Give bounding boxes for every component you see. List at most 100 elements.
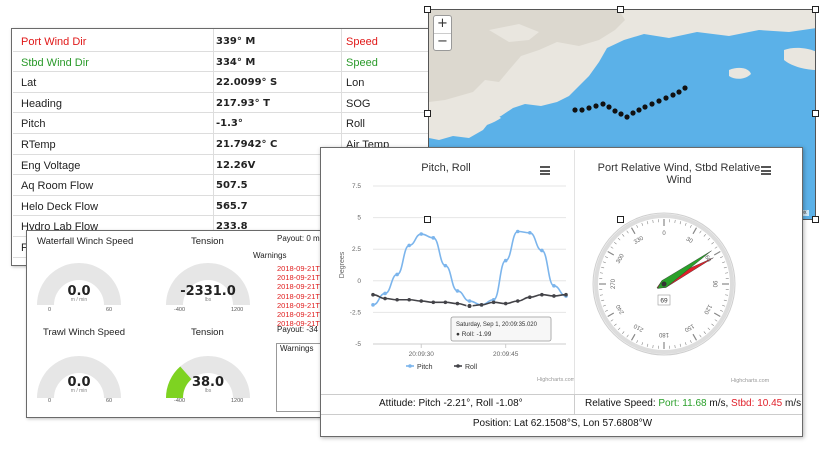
data-point-pitch[interactable] bbox=[528, 230, 532, 235]
series-line-pitch bbox=[372, 230, 567, 306]
wind-direction-dial[interactable]: 0 30 60 90 120 150 180 210 240 270 300 330 69 bbox=[591, 200, 741, 370]
dial-tick bbox=[703, 331, 707, 334]
row-divider bbox=[574, 394, 575, 414]
data-point-pitch[interactable] bbox=[503, 258, 508, 263]
dial-tick bbox=[626, 334, 629, 338]
trawl-speed-gauge bbox=[37, 356, 121, 398]
legend-item[interactable]: Pitch bbox=[417, 364, 433, 371]
table-row: Lat 22.0099° S Lon bbox=[13, 72, 430, 93]
data-point-pitch[interactable] bbox=[491, 297, 496, 302]
dial-tick bbox=[617, 327, 621, 331]
data-point-roll[interactable] bbox=[383, 296, 387, 301]
column-divider bbox=[213, 29, 214, 265]
x-tick-label: 20:09:45 bbox=[493, 351, 519, 358]
data-point-roll[interactable] bbox=[371, 292, 375, 297]
gauge-max: 60 bbox=[106, 398, 113, 404]
y-tick-label: 2.5 bbox=[352, 246, 361, 253]
dial-label: 240 bbox=[615, 303, 626, 315]
dial-tick bbox=[630, 333, 636, 341]
gauge-value: 0.0 bbox=[67, 375, 91, 390]
warning-entry: 2018-09-21T1 bbox=[277, 282, 325, 292]
resize-handle[interactable] bbox=[812, 110, 819, 117]
chart-menu-icon[interactable] bbox=[761, 166, 771, 175]
dial-tick bbox=[713, 250, 721, 256]
chart-divider bbox=[574, 150, 575, 394]
data-point-pitch[interactable] bbox=[540, 248, 544, 253]
gauge-title: Trawl Winch Speed bbox=[43, 327, 126, 338]
data-point-roll[interactable] bbox=[503, 301, 508, 306]
data-point-roll[interactable] bbox=[479, 303, 484, 307]
chart-title: Pitch, Roll bbox=[421, 162, 471, 174]
data-point-roll[interactable] bbox=[395, 297, 399, 302]
dial-tick bbox=[722, 304, 726, 307]
data-point-pitch[interactable] bbox=[552, 284, 556, 288]
y-tick-label: 5 bbox=[357, 215, 361, 222]
data-point-roll[interactable] bbox=[528, 295, 532, 300]
resize-handle[interactable] bbox=[812, 6, 819, 13]
row-right-label: Roll bbox=[346, 118, 365, 131]
warning-entry: 2018-09-21T1 bbox=[277, 273, 325, 283]
data-point-pitch[interactable] bbox=[515, 229, 520, 234]
data-point-roll[interactable] bbox=[419, 299, 424, 303]
data-point-roll[interactable] bbox=[431, 300, 436, 305]
chart-credits[interactable]: Highcharts.com bbox=[537, 377, 575, 383]
dial-tick bbox=[674, 345, 676, 349]
resize-handle[interactable] bbox=[424, 216, 431, 223]
dial-tick bbox=[699, 230, 702, 234]
row-right-label: Lon bbox=[346, 77, 365, 90]
data-point-pitch[interactable] bbox=[467, 299, 472, 303]
dial-label: 210 bbox=[633, 322, 645, 333]
dial-tick bbox=[689, 340, 692, 344]
data-point-roll[interactable] bbox=[443, 300, 448, 305]
dial-tick bbox=[599, 294, 603, 296]
dial-tick bbox=[725, 272, 729, 274]
resize-handle[interactable] bbox=[617, 216, 624, 223]
chart-credits[interactable]: Highcharts.com bbox=[731, 378, 770, 384]
chart-menu-icon[interactable] bbox=[540, 166, 550, 175]
dial-label: 120 bbox=[702, 303, 713, 315]
payout-label: Payout: -34 bbox=[277, 325, 318, 334]
gauge-min: -400 bbox=[174, 307, 186, 313]
data-point-pitch[interactable] bbox=[407, 243, 411, 248]
dial-tick bbox=[621, 234, 625, 237]
resize-handle[interactable] bbox=[812, 216, 819, 223]
hover-point[interactable] bbox=[466, 302, 473, 310]
data-point-roll[interactable] bbox=[564, 292, 568, 297]
row-label: Helo Deck Flow bbox=[21, 200, 99, 213]
dial-tick bbox=[646, 343, 649, 347]
zoom-in-button[interactable]: + bbox=[437, 16, 448, 31]
data-point-roll[interactable] bbox=[491, 300, 496, 305]
payout-label: Payout: 0 m bbox=[277, 234, 320, 243]
resize-handle[interactable] bbox=[617, 6, 624, 13]
data-point-pitch[interactable] bbox=[383, 291, 387, 296]
row-value: 21.7942° C bbox=[216, 139, 278, 150]
dial-tick bbox=[601, 266, 605, 269]
legend-marker bbox=[456, 364, 460, 368]
data-point-roll[interactable] bbox=[552, 294, 556, 298]
stbd-speed: 10.45 bbox=[757, 398, 783, 409]
data-point-pitch[interactable] bbox=[395, 272, 399, 277]
data-point-pitch[interactable] bbox=[455, 289, 460, 293]
data-point-pitch[interactable] bbox=[419, 232, 424, 236]
dial-tick bbox=[641, 342, 644, 346]
data-point-pitch[interactable] bbox=[371, 303, 375, 307]
dial-tick bbox=[610, 246, 614, 249]
resize-handle[interactable] bbox=[424, 6, 431, 13]
dial-tick bbox=[699, 334, 702, 338]
data-point-roll[interactable] bbox=[540, 292, 544, 297]
resize-handle[interactable] bbox=[424, 110, 431, 117]
data-point-pitch[interactable] bbox=[443, 263, 448, 268]
zoom-out-button[interactable]: − bbox=[434, 33, 451, 50]
dial-tick bbox=[707, 327, 711, 331]
dial-tick bbox=[723, 299, 727, 302]
warnings-box[interactable] bbox=[276, 343, 330, 412]
legend-item[interactable]: Roll bbox=[465, 364, 478, 371]
data-point-roll[interactable] bbox=[455, 301, 460, 306]
y-axis-label: Degrees bbox=[339, 251, 346, 278]
data-point-roll[interactable] bbox=[515, 299, 520, 303]
dial-label: 330 bbox=[633, 235, 645, 246]
chart-tooltip bbox=[450, 316, 552, 342]
data-point-pitch[interactable] bbox=[431, 236, 436, 240]
pitch-roll-chart[interactable]: 7.5 5 2.5 0 -2.5 -5 Degrees 20:09:30 20:09:45 Pit… bbox=[321, 176, 575, 398]
data-point-roll[interactable] bbox=[407, 297, 411, 302]
